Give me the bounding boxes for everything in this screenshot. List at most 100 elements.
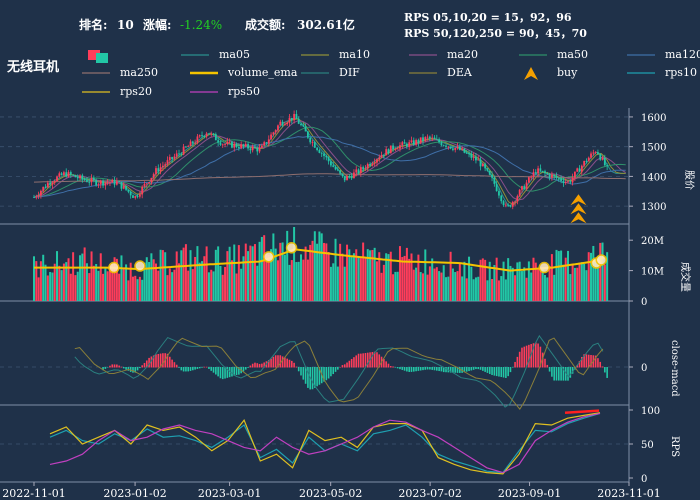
volume-bar <box>438 271 441 301</box>
volume-bar <box>601 242 604 301</box>
candle <box>366 162 369 172</box>
candle-body <box>468 153 470 154</box>
macd-histogram-bar <box>482 367 484 371</box>
candle-body <box>373 162 376 164</box>
ma-line-ma20 <box>33 120 626 201</box>
rps-line-rps20 <box>49 412 601 475</box>
macd-histogram-bar <box>475 367 477 370</box>
macd-histogram-bar <box>555 367 558 381</box>
macd-histogram-bar <box>597 358 599 368</box>
candle <box>527 176 530 184</box>
macd-histogram-bar <box>472 367 475 370</box>
candle <box>564 178 567 185</box>
candle <box>214 132 217 141</box>
candle <box>228 138 231 144</box>
macd-histogram-bar <box>366 352 369 368</box>
candle-body <box>194 142 197 144</box>
volume-bar <box>129 262 132 301</box>
macd-histogram-bar <box>134 367 137 373</box>
candle-body <box>210 133 213 135</box>
macd-histogram-bar <box>330 367 332 377</box>
candle-body <box>219 142 222 145</box>
volume-bar <box>274 248 277 301</box>
volume-bar <box>424 249 427 301</box>
candle-body <box>546 173 549 175</box>
candle <box>426 134 429 141</box>
volume-bar <box>392 274 395 301</box>
candle <box>277 124 279 133</box>
candle <box>555 172 558 180</box>
candle <box>518 188 521 197</box>
candle <box>484 162 487 172</box>
candle <box>493 175 496 187</box>
legend-label: ma250 <box>120 66 158 79</box>
candle-body <box>385 149 388 156</box>
macd-histogram-bar <box>578 361 581 368</box>
candle-body <box>435 138 438 140</box>
candle-body <box>500 195 503 202</box>
candle <box>88 178 91 186</box>
candle <box>569 179 572 185</box>
macd-histogram-bar <box>371 352 374 368</box>
volume-bar <box>481 258 484 301</box>
volume-highlight-point <box>538 261 550 274</box>
volume-bar <box>461 276 464 301</box>
macd-histogram-bar <box>136 367 139 371</box>
macd-histogram-bar <box>102 367 104 371</box>
macd-histogram-bar <box>157 353 160 368</box>
candle <box>240 141 243 150</box>
macd-histogram-bar <box>355 355 358 368</box>
candle <box>523 184 526 190</box>
x-tick-label: 2023-11-01 <box>597 487 660 500</box>
candle <box>210 131 213 137</box>
candle <box>237 143 240 151</box>
macd-histogram-bar <box>212 367 215 373</box>
volume-bar <box>304 246 307 301</box>
turnover-label: 成交额: <box>245 17 285 32</box>
macd-histogram-bar <box>120 366 123 368</box>
candle <box>267 135 270 147</box>
volume-bar <box>553 274 556 301</box>
candle-body <box>258 147 261 152</box>
candle-body <box>544 171 546 174</box>
macd-histogram-bar <box>488 367 491 374</box>
volume-bar <box>555 249 558 301</box>
candle-body <box>387 149 390 154</box>
candle-body <box>212 133 215 135</box>
volume-bar <box>33 256 35 301</box>
candle-body <box>442 145 445 147</box>
candle-body <box>304 126 307 132</box>
legend-label: ma20 <box>447 48 478 61</box>
macd-histogram-bar <box>150 356 153 368</box>
candle-body <box>316 147 319 151</box>
candle-legend-icon <box>88 50 108 63</box>
candle <box>189 139 192 147</box>
candle-body <box>173 156 176 159</box>
candle <box>544 169 546 177</box>
macd-histogram-bar <box>116 364 118 368</box>
volume-bar <box>569 274 572 301</box>
x-tick-label: 2023-05-02 <box>299 487 362 500</box>
volume-bar <box>104 268 107 301</box>
volume-bar <box>497 280 500 301</box>
volume-bar <box>530 272 533 301</box>
rps-line-rps50 <box>49 412 601 474</box>
candle-body <box>33 197 35 199</box>
candle <box>235 142 238 149</box>
volume-tick-label: 10M <box>641 267 664 278</box>
volume-bar <box>118 273 121 301</box>
candle <box>242 143 245 149</box>
macd-histogram-bar <box>507 367 509 377</box>
candle-body <box>539 168 542 171</box>
candle-body <box>72 174 75 176</box>
macd-histogram-bar <box>569 367 572 378</box>
macd-histogram-bar <box>514 361 516 368</box>
candle-body <box>336 169 339 171</box>
candle-body <box>109 182 111 184</box>
volume-bar <box>302 259 305 301</box>
candle <box>456 142 459 150</box>
candle <box>97 182 100 189</box>
macd-histogram-bar <box>242 367 245 372</box>
volume-bar <box>242 256 245 301</box>
macd-histogram-bar <box>373 351 376 368</box>
